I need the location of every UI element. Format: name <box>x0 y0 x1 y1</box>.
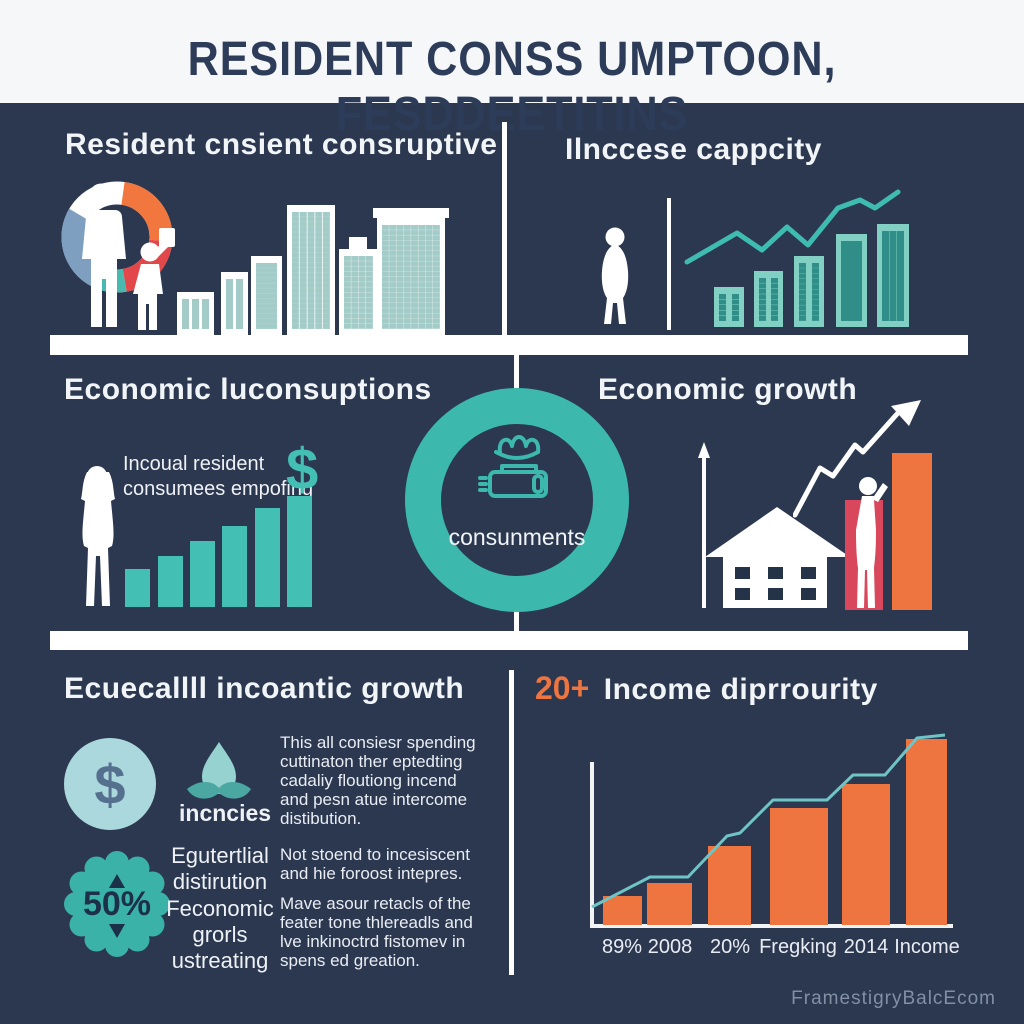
axis-arrow-icon <box>698 442 710 608</box>
section-heading-economic-growth-2: Ecuecallll incoantic growth <box>64 672 465 705</box>
x-tick-label: Fregking <box>759 936 837 958</box>
coin-dollar-glyph: $ <box>94 752 126 816</box>
building-icon <box>177 292 214 335</box>
divider-horizontal-upper <box>50 335 968 355</box>
paragraph-3: Mave asour retacls of the feater tone th… <box>280 894 473 970</box>
divider-vertical-bottom <box>509 670 514 975</box>
x-axis-labels: 89% 2008 20% Fregking 2014 Income <box>560 936 960 964</box>
person-silhouette-icon <box>856 477 888 608</box>
building-icon <box>877 224 909 327</box>
x-tick-label: 89% <box>601 936 643 958</box>
x-tick-label: 2014 <box>843 936 889 958</box>
section-heading-income-disparity: 20+ Income diprrourity <box>535 670 878 707</box>
droplet-label: incncies <box>179 800 272 826</box>
heading-text: Income diprrourity <box>603 673 878 706</box>
page-title: RESIDENT CONSS UMPTOON, FESDDEETITINS <box>187 33 837 141</box>
dollar-coin-icon: $ <box>64 738 156 830</box>
woman-silhouette-icon <box>81 466 115 606</box>
divider-vertical-top <box>502 122 507 335</box>
paragraph-1: This all consiesr spending cuttinaton th… <box>280 733 476 828</box>
building-icon <box>221 272 248 335</box>
section-heading-economic-growth: Economic growth <box>598 373 858 406</box>
x-tick-label: 20% <box>709 936 751 958</box>
mini-bar-chart <box>125 496 312 607</box>
badge-50-icon <box>64 851 170 957</box>
arrow-down-icon <box>109 924 125 938</box>
growth-arrow-icon <box>793 400 921 518</box>
dollar-icon: $ <box>286 437 319 502</box>
building-icon <box>754 271 783 327</box>
title-band <box>0 0 1024 103</box>
building-icon <box>251 256 282 335</box>
building-icon <box>339 249 378 335</box>
bar <box>125 569 150 607</box>
house-roof <box>705 507 850 557</box>
child-silhouette-icon <box>133 228 175 330</box>
building-icon <box>377 218 445 335</box>
chart-axis-line <box>667 198 671 330</box>
adult-silhouette-icon <box>82 183 126 327</box>
section-heading-economic-consumption: Economic luconsuptions <box>64 373 432 406</box>
bar <box>158 556 183 607</box>
caption-resident-consumers: Incoual resident consumees empofing <box>123 453 314 500</box>
side-label-ustreating: ustreating <box>171 948 269 973</box>
house-icon <box>723 556 827 608</box>
heading-accent: 20+ <box>535 670 590 706</box>
bar <box>222 526 247 607</box>
building-icon <box>714 287 744 327</box>
side-label-economic-growth: Feconomic grorls <box>166 896 274 947</box>
x-tick-label: Income <box>894 936 960 958</box>
divider-horizontal-lower <box>50 631 968 650</box>
building-icon <box>836 234 867 327</box>
watermark: FramestigryBalcEcom <box>791 988 996 1009</box>
bar <box>906 739 947 925</box>
bar <box>255 508 280 607</box>
bar <box>287 496 312 607</box>
building-cornice <box>373 208 449 218</box>
paragraph-2: Not stoend to incesiscent and hie foroos… <box>280 845 470 883</box>
y-axis <box>590 762 594 927</box>
section-heading-resident-consumption: Resident cnsient consruptive <box>65 128 498 161</box>
divider-vertical-mid-lower <box>514 606 519 632</box>
x-axis <box>590 924 953 928</box>
income-bar-chart <box>590 733 953 928</box>
orange-bar <box>892 453 932 610</box>
center-label: consunments <box>448 524 586 550</box>
bar <box>603 896 642 925</box>
building-rooftop <box>349 237 367 250</box>
building-icon <box>287 205 335 335</box>
bar <box>647 883 692 925</box>
bar <box>190 541 215 607</box>
droplet-icon <box>187 742 251 799</box>
x-tick-label: 2008 <box>647 936 693 958</box>
building-icon <box>794 256 824 327</box>
money-icon <box>478 435 548 498</box>
trend-line-icon <box>684 189 901 265</box>
section-heading-income-capacity: Ilnccese cappcity <box>565 133 822 166</box>
trend-line-icon <box>591 733 946 909</box>
divider-vertical-mid-upper <box>514 355 519 391</box>
badge-value: 50% <box>82 884 152 923</box>
bar <box>708 846 751 925</box>
woman-silhouette-icon <box>601 227 629 324</box>
side-label-equitable-distribution: Egutertlial distirution <box>171 843 269 894</box>
bar <box>842 784 890 925</box>
arrow-up-icon <box>109 874 125 888</box>
bar <box>770 808 828 925</box>
